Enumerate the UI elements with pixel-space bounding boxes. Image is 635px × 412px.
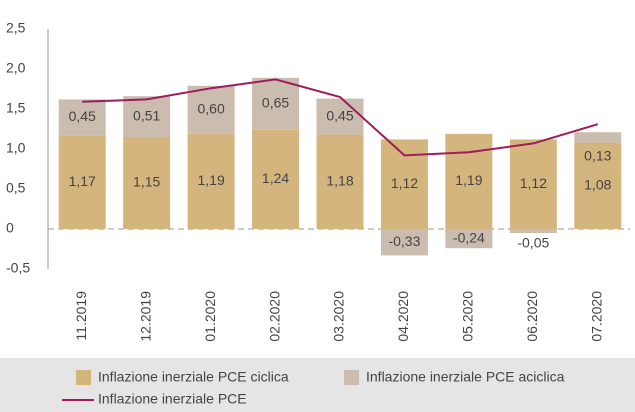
value-label: -0,05 bbox=[517, 235, 549, 251]
x-tick-label: 07.2020 bbox=[588, 291, 604, 342]
y-tick-label: 0 bbox=[6, 220, 14, 236]
legend-background bbox=[0, 358, 635, 412]
bar-segment bbox=[445, 229, 493, 249]
x-tick-label: 05.2020 bbox=[460, 291, 476, 342]
value-label: -0,33 bbox=[388, 233, 420, 249]
bar-segment bbox=[509, 139, 557, 229]
legend-label: Inflazione inerziale PCE aciclica bbox=[366, 369, 565, 385]
value-label: 0,65 bbox=[262, 95, 289, 111]
legend-swatch bbox=[344, 370, 359, 385]
bar-segment bbox=[509, 229, 557, 233]
legend-swatch bbox=[76, 370, 91, 385]
value-label: 1,15 bbox=[133, 174, 160, 190]
y-tick-label: 1,5 bbox=[6, 100, 26, 116]
bar-segment bbox=[187, 85, 235, 134]
line-series bbox=[82, 78, 599, 157]
value-label: 0,45 bbox=[326, 107, 353, 123]
value-label: 1,12 bbox=[391, 175, 418, 191]
x-tick-label: 11.2019 bbox=[73, 291, 89, 341]
bar-segment bbox=[58, 99, 106, 136]
value-label: 0,13 bbox=[584, 147, 611, 163]
x-tick-label: 06.2020 bbox=[524, 291, 540, 342]
value-label: 1,18 bbox=[326, 173, 353, 189]
bar-segment bbox=[187, 133, 235, 229]
y-tick-label: 0,5 bbox=[6, 180, 26, 196]
bar-segment bbox=[123, 96, 171, 137]
x-tick-label: 04.2020 bbox=[395, 291, 411, 342]
y-tick-label: -0,5 bbox=[6, 260, 30, 276]
legend-label: Inflazione inerziale PCE bbox=[98, 391, 247, 407]
value-label: 0,45 bbox=[69, 108, 96, 124]
bar-segment bbox=[123, 137, 171, 229]
x-tick-label: 02.2020 bbox=[266, 291, 282, 342]
x-tick-label: 01.2020 bbox=[202, 291, 218, 342]
bar-segment bbox=[316, 98, 364, 135]
value-label: 1,12 bbox=[520, 175, 547, 191]
bar-segment bbox=[58, 135, 106, 229]
bar-segment bbox=[574, 132, 622, 143]
value-label: 1,08 bbox=[584, 177, 611, 193]
x-tick-label: 12.2019 bbox=[137, 291, 153, 342]
value-label: 0,60 bbox=[197, 101, 224, 117]
legend-label: Inflazione inerziale PCE ciclica bbox=[98, 369, 289, 385]
x-tick-label: 03.2020 bbox=[331, 291, 347, 342]
value-label: 0,51 bbox=[133, 107, 160, 123]
y-tick-label: 2,5 bbox=[6, 20, 26, 36]
value-label: 1,19 bbox=[455, 172, 482, 188]
y-tick-label: 1,0 bbox=[6, 140, 26, 156]
y-tick-label: 2,0 bbox=[6, 60, 26, 76]
value-label: 1,24 bbox=[262, 170, 289, 186]
value-label: -0,24 bbox=[453, 229, 485, 245]
bar-segment bbox=[380, 229, 428, 256]
bar-segment bbox=[252, 129, 300, 229]
value-label: 1,19 bbox=[197, 172, 224, 188]
bar-segment bbox=[316, 134, 364, 229]
value-label: 1,17 bbox=[69, 173, 96, 189]
bar-segment bbox=[574, 142, 622, 229]
bar-segment bbox=[252, 77, 300, 130]
